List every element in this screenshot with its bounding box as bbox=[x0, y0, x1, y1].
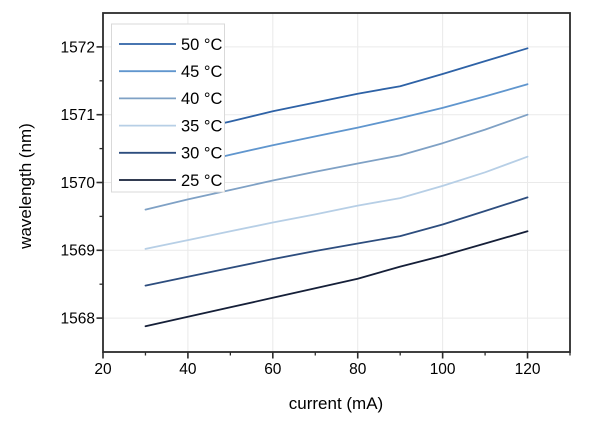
y-tick-label: 1571 bbox=[61, 107, 95, 124]
legend-label-45c: 45 °C bbox=[181, 63, 223, 81]
axis-ticks bbox=[96, 46, 571, 359]
legend-label-30c: 30 °C bbox=[181, 145, 223, 163]
x-tick-label: 80 bbox=[349, 361, 367, 378]
series-line-40c bbox=[144, 113, 529, 211]
legend-label-40c: 40 °C bbox=[181, 90, 223, 108]
y-axis-title: wavelength (nm) bbox=[16, 123, 35, 250]
x-tick-label: 40 bbox=[179, 361, 197, 378]
series-line-30c bbox=[144, 196, 529, 287]
x-tick-label: 20 bbox=[94, 361, 112, 378]
legend-label-25c: 25 °C bbox=[181, 172, 223, 190]
legend-label-50c: 50 °C bbox=[181, 36, 223, 54]
y-tick-label: 1570 bbox=[61, 175, 96, 192]
series-line-25c bbox=[144, 230, 529, 328]
y-tick-label: 1572 bbox=[61, 39, 95, 56]
legend-box bbox=[111, 23, 225, 193]
y-tick-label: 1569 bbox=[61, 243, 95, 260]
legend-label-35c: 35 °C bbox=[181, 117, 223, 135]
legend: 50 °C 45 °C 40 °C 35 °C 30 °C 25 °C bbox=[111, 23, 225, 193]
y-tick-label: 1568 bbox=[61, 311, 95, 328]
x-tick-label: 60 bbox=[264, 361, 282, 378]
x-tick-label: 100 bbox=[430, 361, 456, 378]
plot-frame bbox=[102, 12, 571, 353]
x-axis-title: current (mA) bbox=[289, 394, 383, 413]
x-tick-label: 120 bbox=[515, 361, 541, 378]
series-line-35c bbox=[144, 155, 529, 250]
tick-labels: 20 40 60 80 100 120 1568 1569 1570 1571 1572 bbox=[61, 39, 541, 378]
